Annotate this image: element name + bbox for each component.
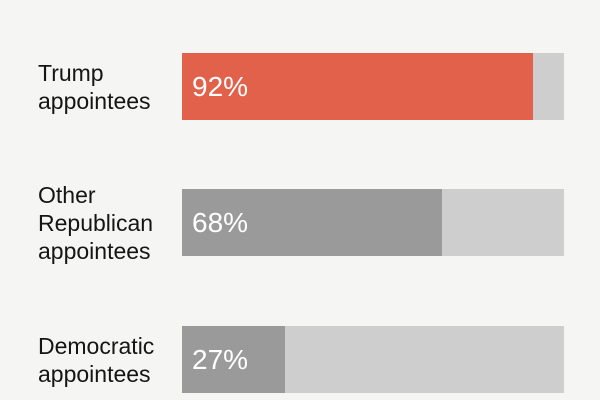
bar-row: Democratic appointees 27%	[0, 326, 600, 393]
bar-track: 68%	[182, 189, 564, 256]
category-label-other-republican-appointees: Other Republican appointees	[38, 181, 154, 264]
bar-value-label: 92%	[192, 70, 249, 102]
category-label-trump-appointees: Trump appointees	[38, 59, 151, 114]
bar-track: 92%	[182, 53, 564, 120]
bar-value-label: 68%	[192, 206, 249, 238]
bar-fill: 68%	[182, 189, 442, 256]
bar-fill: 92%	[182, 53, 534, 120]
bar-row: Other Republican appointees 68%	[0, 181, 600, 264]
bar-track: 27%	[182, 326, 564, 393]
bar-fill: 27%	[182, 326, 286, 393]
category-label-democratic-appointees: Democratic appointees	[38, 332, 155, 387]
bar-row: Trump appointees 92%	[0, 53, 600, 120]
bar-value-label: 27%	[192, 343, 249, 375]
